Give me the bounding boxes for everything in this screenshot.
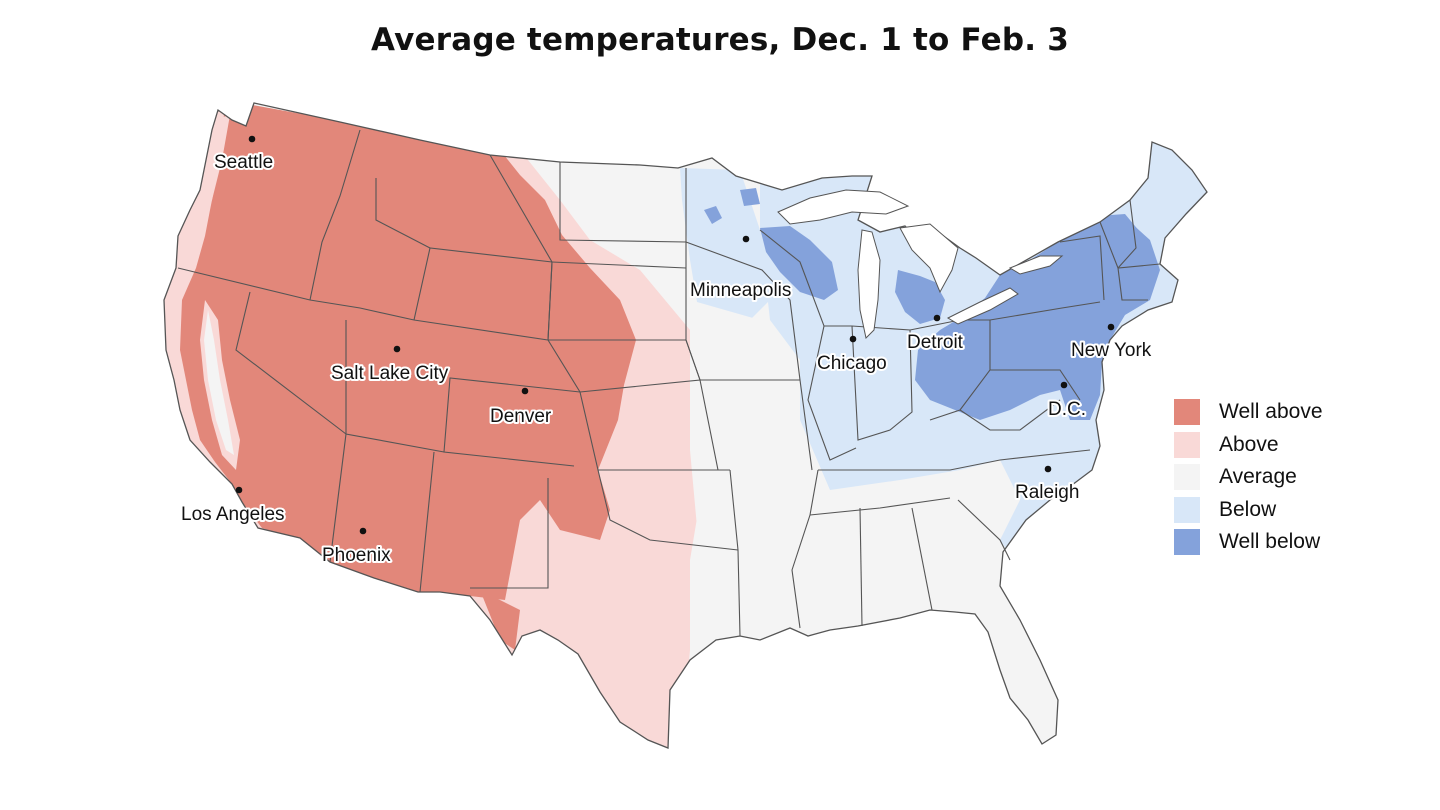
- detroit-marker: [933, 314, 941, 322]
- city-labels: Seattle Minneapolis Detroit Chicago New …: [179, 150, 1154, 568]
- city-label-raleigh: Raleigh: [1015, 482, 1079, 503]
- legend-item-well-above: Well above: [1174, 396, 1323, 429]
- legend-label-above: Above: [1219, 432, 1279, 456]
- region-well-below-northeast: [915, 222, 1160, 420]
- legend-label-average: Average: [1219, 465, 1297, 489]
- legend-label-well-below: Well below: [1219, 530, 1321, 554]
- city-label-chicago: Chicago: [817, 353, 887, 374]
- city-label-new-york: New York: [1071, 340, 1152, 361]
- city-markers: [235, 135, 1115, 535]
- region-well-above-south: [480, 590, 520, 650]
- legend-label-below: Below: [1219, 497, 1277, 521]
- phoenix-marker: [359, 527, 367, 535]
- region-ca-valley-avg: [204, 310, 234, 455]
- denver-marker: [521, 387, 529, 395]
- legend-swatch-below: [1174, 496, 1200, 523]
- city-label-dc: D.C.: [1048, 399, 1086, 420]
- legend-item-average: Average: [1174, 461, 1323, 494]
- state-borders: [177, 129, 1161, 637]
- lake-huron: [899, 223, 959, 294]
- region-well-above: [180, 103, 636, 600]
- lake-ontario: [1008, 255, 1064, 275]
- city-label-phoenix: Phoenix: [322, 545, 391, 566]
- region-well-below-michigan: [895, 270, 945, 324]
- legend: Well above Above Average Below Well belo…: [1174, 396, 1323, 559]
- los-angeles-marker: [235, 486, 243, 494]
- legend-item-below: Below: [1174, 494, 1323, 527]
- legend-label-well-above: Well above: [1219, 400, 1323, 424]
- legend-item-above: Above: [1174, 429, 1323, 462]
- dc-marker: [1060, 381, 1068, 389]
- new-york-marker: [1107, 323, 1115, 331]
- city-label-detroit: Detroit: [907, 332, 964, 353]
- raleigh-marker: [1044, 465, 1052, 473]
- minneapolis-marker: [742, 235, 750, 243]
- legend-swatch-well-below: [1174, 529, 1200, 556]
- salt-lake-city-marker: [393, 345, 401, 353]
- lake-superior: [777, 189, 910, 225]
- lake-erie: [946, 287, 1019, 325]
- lake-michigan: [857, 229, 881, 340]
- legend-item-well-below: Well below: [1174, 526, 1323, 559]
- great-lakes: [777, 189, 1064, 340]
- legend-swatch-average: [1174, 464, 1200, 491]
- city-label-seattle: Seattle: [214, 152, 273, 173]
- legend-swatch-well-above: [1174, 399, 1200, 426]
- city-label-denver: Denver: [490, 406, 552, 427]
- region-below-west-minn: [680, 168, 770, 330]
- region-avg-mid: [690, 300, 840, 560]
- chicago-marker: [849, 335, 857, 343]
- map-title: Average temperatures, Dec. 1 to Feb. 3: [371, 22, 1069, 58]
- region-coast-above: [164, 115, 230, 340]
- legend-swatch-above: [1174, 431, 1200, 458]
- city-label-minneapolis: Minneapolis: [690, 280, 791, 301]
- seattle-marker: [248, 135, 256, 143]
- city-label-salt-lake-city: Salt Lake City: [331, 363, 449, 384]
- city-label-los-angeles: Los Angeles: [181, 504, 285, 525]
